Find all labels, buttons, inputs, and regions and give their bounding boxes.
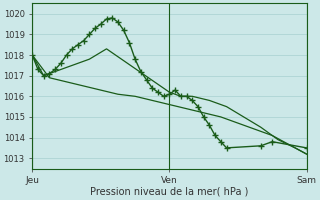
X-axis label: Pression niveau de la mer( hPa ): Pression niveau de la mer( hPa ) bbox=[90, 187, 249, 197]
